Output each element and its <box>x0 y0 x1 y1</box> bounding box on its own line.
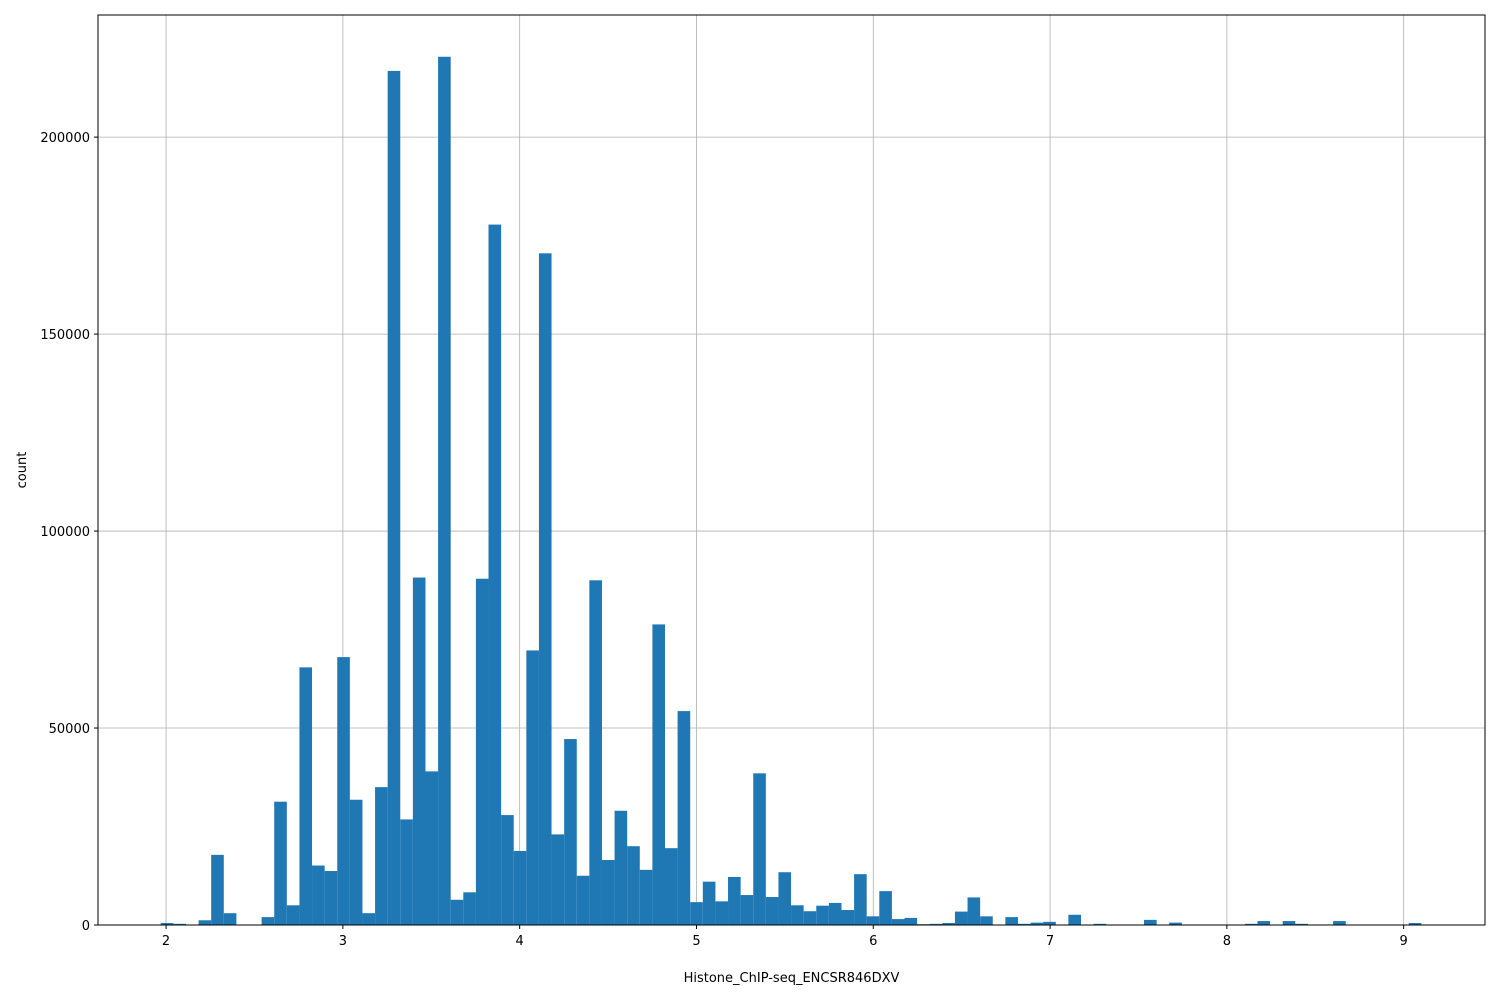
histogram-bar <box>614 810 628 925</box>
histogram-bar <box>1257 921 1271 925</box>
histogram-bar <box>576 875 590 925</box>
y-tick-label: 200000 <box>40 131 90 146</box>
y-tick-label: 0 <box>82 919 90 934</box>
histogram-bar <box>765 897 779 925</box>
histogram-bar <box>425 771 439 925</box>
plot-area-frame <box>97 14 1486 926</box>
histogram-bar <box>1093 923 1107 925</box>
x-tick-label: 4 <box>516 934 524 949</box>
histogram-bar <box>1244 923 1258 925</box>
histogram-bar <box>929 923 943 925</box>
histogram-bar <box>728 876 741 925</box>
y-tick-label: 50000 <box>49 722 90 737</box>
histogram-bar <box>173 923 186 925</box>
histogram-bar <box>803 911 817 925</box>
histogram-bar <box>702 881 716 925</box>
histogram-bar <box>387 70 401 925</box>
histogram-bar <box>967 897 981 925</box>
histogram-bar <box>627 846 640 925</box>
histogram-bar <box>1043 921 1056 925</box>
histogram-bar <box>400 819 413 925</box>
histogram-bar <box>1005 917 1018 925</box>
x-tick-label: 3 <box>339 934 347 949</box>
histogram-bar <box>854 874 867 925</box>
histogram-bar <box>337 657 350 925</box>
y-tick-label: 150000 <box>40 328 90 343</box>
histogram-bar <box>450 899 464 925</box>
histogram-bar <box>866 916 880 925</box>
histogram-bar <box>841 910 855 925</box>
x-tick-label: 2 <box>162 934 170 949</box>
histogram-bar <box>1333 921 1346 925</box>
histogram-bar <box>715 901 729 925</box>
y-tick-label: 100000 <box>40 525 90 540</box>
x-tick-label: 5 <box>692 934 700 949</box>
histogram-bar <box>664 848 678 925</box>
histogram-bar <box>1068 914 1081 925</box>
histogram-bar <box>942 923 955 925</box>
histogram-bar <box>274 801 287 925</box>
histogram-bar <box>1169 922 1182 925</box>
histogram-bar <box>564 739 577 925</box>
histogram-bar <box>312 865 325 925</box>
histogram-bar <box>349 799 363 925</box>
histogram-bar <box>753 773 766 925</box>
histogram-bar <box>538 253 552 926</box>
histogram-bars <box>160 56 1422 926</box>
histogram-bar <box>362 913 376 925</box>
histogram-bar <box>261 917 275 925</box>
histogram-bar <box>412 577 426 925</box>
histogram-bar <box>639 869 653 925</box>
histogram-bar <box>501 815 514 925</box>
histogram-bar <box>1282 921 1296 925</box>
histogram-bar <box>223 913 237 925</box>
histogram-bar <box>299 667 313 925</box>
x-axis-ticks: 2 3 4 5 6 7 8 9 <box>162 925 1408 949</box>
histogram-bar <box>677 711 691 925</box>
histogram-bar <box>980 916 993 925</box>
histogram-bar <box>198 920 212 925</box>
histogram-bar <box>375 787 388 925</box>
histogram-bar <box>740 895 754 925</box>
histogram-bar <box>438 56 451 926</box>
histogram-bar <box>1030 922 1044 925</box>
histogram-bar <box>513 850 527 925</box>
histogram-bar <box>904 917 918 925</box>
x-axis-label: Histone_ChIP-seq_ENCSR846DXV <box>684 971 900 986</box>
histogram-bar <box>879 891 892 925</box>
x-tick-label: 7 <box>1046 934 1054 949</box>
x-tick-label: 6 <box>869 934 877 949</box>
x-tick-label: 8 <box>1223 934 1231 949</box>
histogram-bar <box>690 902 703 925</box>
histogram-bar <box>589 580 602 925</box>
histogram-bar <box>652 624 665 925</box>
histogram-bar <box>954 911 968 925</box>
x-tick-label: 9 <box>1400 934 1408 949</box>
histogram-bar <box>324 871 338 925</box>
histogram-bar <box>601 860 615 925</box>
histogram-bar <box>816 905 829 925</box>
histogram-bar <box>463 892 476 925</box>
histogram-bar <box>791 905 804 925</box>
histogram-bar <box>526 650 539 925</box>
histogram-bar <box>1408 923 1422 925</box>
histogram-bar <box>891 919 905 925</box>
y-axis-ticks: 0 50000 100000 150000 200000 <box>40 131 98 934</box>
histogram-bar <box>488 224 502 926</box>
histogram-bar <box>828 902 842 925</box>
histogram-bar <box>778 872 792 925</box>
histogram-bar <box>211 854 224 925</box>
histogram-bar <box>1295 923 1308 925</box>
histogram-bar <box>475 578 489 925</box>
histogram-bar <box>1144 919 1157 925</box>
histogram-bar <box>551 834 565 925</box>
histogram-bar <box>1017 923 1031 925</box>
histogram-bar <box>160 923 174 925</box>
histogram-bar <box>286 905 300 925</box>
y-axis-label: count <box>15 452 30 489</box>
